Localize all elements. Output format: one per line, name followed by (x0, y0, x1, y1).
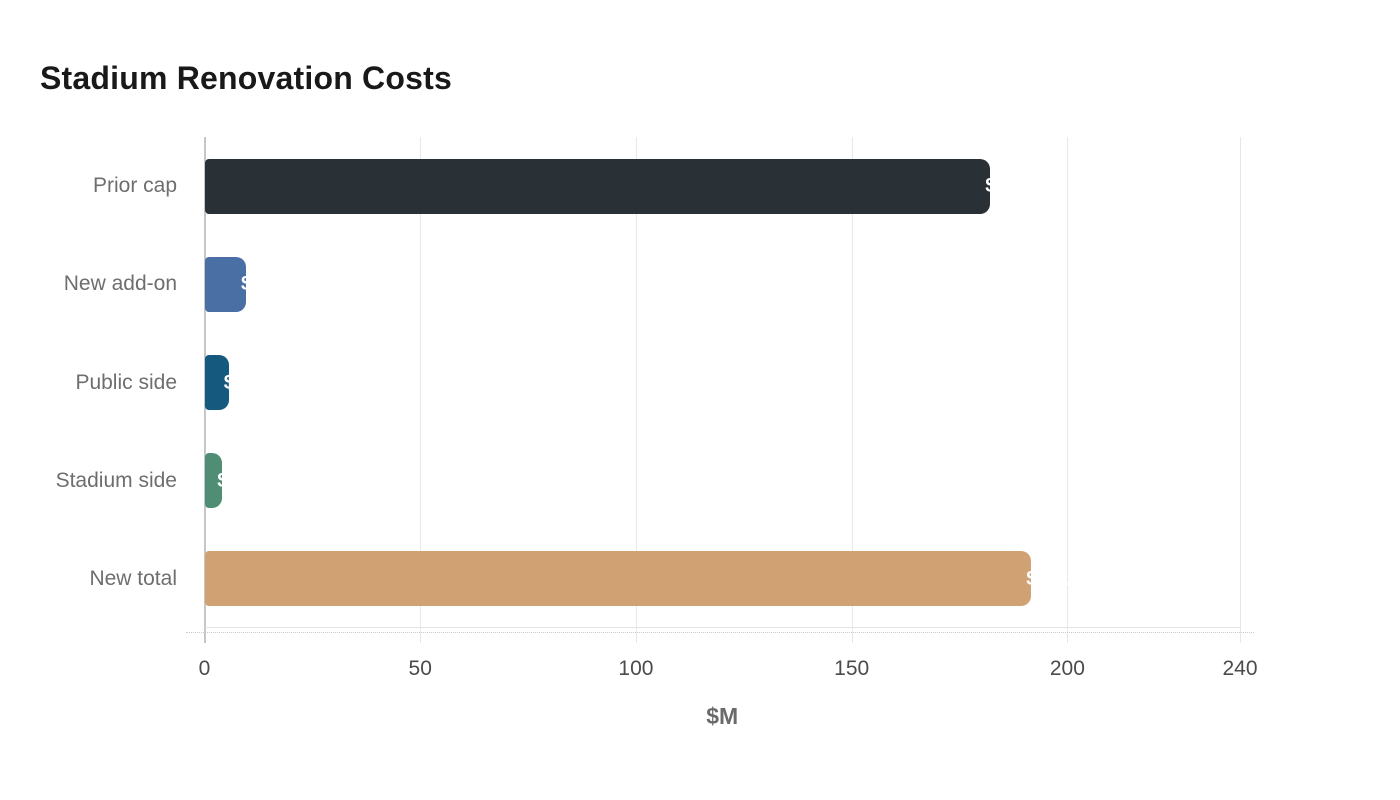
x-tick-label: 50 (408, 657, 432, 680)
bar-value-label: $182M (985, 175, 1047, 198)
x-tick-label: 240 (1222, 657, 1258, 680)
gridline (635, 137, 637, 643)
bar (205, 158, 991, 214)
chart-title: Stadium Renovation Costs (40, 60, 452, 96)
category-label: Stadium side (55, 468, 177, 492)
bar-value-label: $4M (217, 469, 257, 492)
x-axis-dotted-rule (186, 632, 1254, 633)
x-tick-label: 0 (198, 657, 211, 680)
bar-value-label: $5.5M (223, 371, 280, 394)
x-axis-baseline (204, 627, 1240, 628)
gridline (1240, 137, 1241, 643)
x-tick-label: 100 (618, 657, 654, 680)
gridline (420, 137, 422, 643)
bar (205, 551, 1032, 607)
category-label: Prior cap (92, 174, 177, 198)
x-axis-title: $M (706, 703, 739, 729)
gridline (1067, 137, 1069, 643)
x-tick-label: 150 (834, 657, 870, 680)
bar (205, 453, 223, 509)
y-axis-line (203, 137, 206, 643)
bar-value-label: $9.5M (240, 273, 297, 296)
category-label: New add-on (63, 272, 177, 296)
bar (205, 256, 246, 312)
bar-value-label: $191.5M (1026, 567, 1105, 590)
bar (205, 355, 229, 410)
x-tick-label: 200 (1049, 657, 1085, 680)
gridline (851, 137, 853, 643)
category-label: New total (89, 566, 177, 590)
category-label: Public side (75, 370, 177, 394)
